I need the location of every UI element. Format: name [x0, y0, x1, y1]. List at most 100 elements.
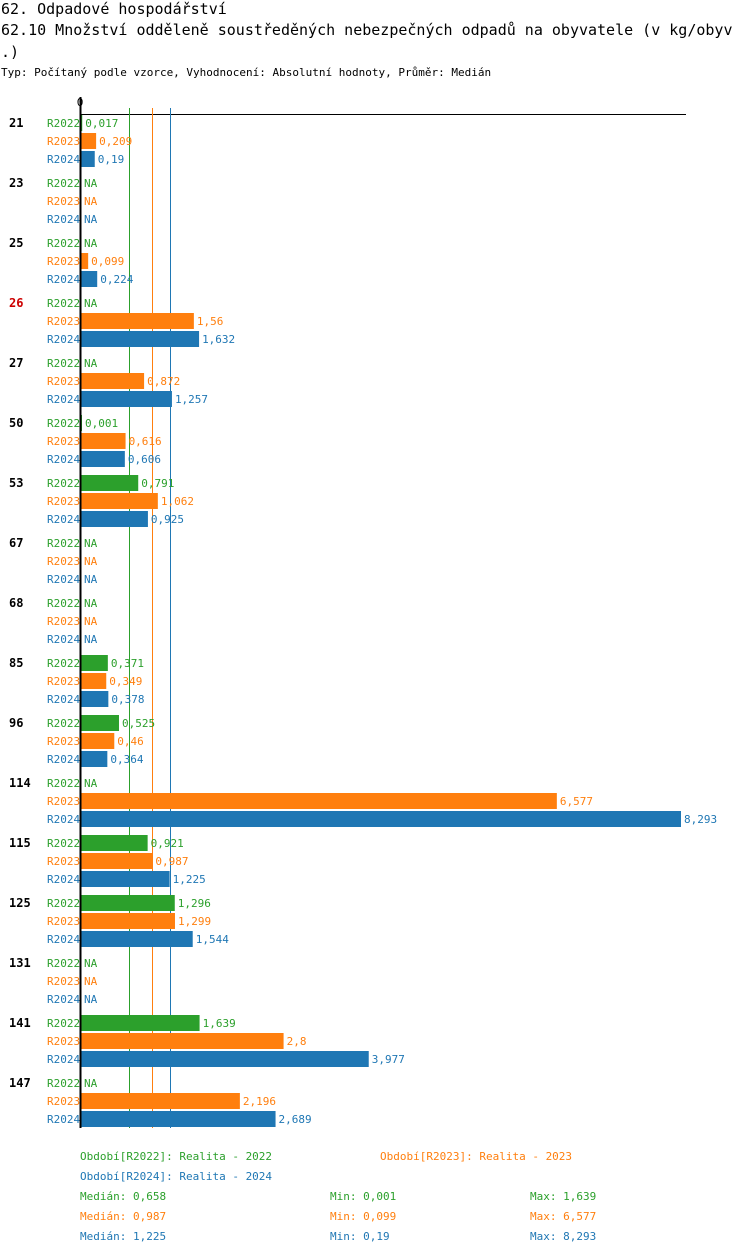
category-label: 21	[9, 116, 23, 130]
data-label: 1,299	[178, 915, 211, 928]
series-label: R2024	[47, 453, 80, 466]
bar	[81, 331, 200, 347]
series-label: R2022	[47, 597, 80, 610]
series-label: R2023	[47, 495, 80, 508]
data-label: 0,224	[100, 273, 133, 286]
category-label: 53	[9, 476, 23, 490]
chart-title-continuation: .)	[1, 43, 20, 61]
bar	[81, 853, 153, 869]
series-label: R2022	[47, 537, 80, 550]
bar	[81, 391, 172, 407]
data-label: 2,196	[243, 1095, 276, 1108]
category-label: 50	[9, 416, 23, 430]
data-label: NA	[84, 537, 98, 550]
category-label: 96	[9, 716, 23, 730]
data-label: 6,577	[560, 795, 593, 808]
bar	[81, 913, 175, 929]
series-label: R2023	[47, 915, 80, 928]
data-label: 0,001	[85, 417, 118, 430]
bar-chart: 021R20220,017R20230,209R20240,1923R2022N…	[9, 96, 717, 1128]
bar	[81, 673, 107, 689]
data-label: 0,925	[151, 513, 184, 526]
bar	[81, 1093, 240, 1109]
data-label: NA	[84, 213, 98, 226]
series-label: R2022	[47, 957, 80, 970]
series-label: R2024	[47, 273, 80, 286]
series-label: R2024	[47, 1113, 80, 1126]
data-label: 1,225	[173, 873, 206, 886]
series-label: R2022	[47, 657, 80, 670]
stat-max-r2024: Max: 8,293	[530, 1230, 597, 1243]
series-label: R2022	[47, 1017, 80, 1030]
series-label: R2024	[47, 693, 80, 706]
bar	[81, 751, 108, 767]
series-label: R2022	[47, 117, 80, 130]
series-label: R2024	[47, 933, 80, 946]
data-label: 1,296	[178, 897, 211, 910]
chart-meta: Typ: Počítaný podle vzorce, Vyhodnocení:…	[1, 66, 492, 79]
stat-median-r2023: Medián: 0,987	[80, 1210, 167, 1223]
data-label: NA	[84, 777, 98, 790]
series-label: R2024	[47, 513, 80, 526]
data-label: 1,257	[175, 393, 208, 406]
series-label: R2023	[47, 1095, 80, 1108]
series-label: R2022	[47, 1077, 80, 1090]
bar	[81, 931, 193, 947]
data-label: NA	[84, 555, 98, 568]
data-label: 0,987	[155, 855, 188, 868]
stat-min-r2024: Min: 0,19	[330, 1230, 390, 1243]
series-label: R2023	[47, 255, 80, 268]
bar	[81, 433, 126, 449]
legend-r2022: Období[R2022]: Realita - 2022	[80, 1150, 273, 1163]
series-label: R2022	[47, 177, 80, 190]
data-label: 1,632	[202, 333, 235, 346]
data-label: NA	[84, 195, 98, 208]
data-label: 0,209	[99, 135, 132, 148]
stat-median-r2024: Medián: 1,225	[80, 1230, 167, 1243]
data-label: 8,293	[684, 813, 717, 826]
bar	[81, 895, 175, 911]
series-label: R2023	[47, 555, 80, 568]
data-label: 0,616	[129, 435, 162, 448]
series-label: R2023	[47, 735, 80, 748]
bar	[81, 691, 109, 707]
bar	[81, 133, 97, 149]
stat-max-r2023: Max: 6,577	[530, 1210, 597, 1223]
category-label: 26	[9, 296, 23, 310]
bar	[81, 511, 148, 527]
bar	[81, 253, 89, 269]
bar	[81, 475, 139, 491]
data-label: NA	[84, 615, 98, 628]
bar	[81, 793, 557, 809]
series-label: R2023	[47, 975, 80, 988]
series-label: R2023	[47, 375, 80, 388]
data-label: 0,099	[91, 255, 124, 268]
stat-min-r2022: Min: 0,001	[330, 1190, 397, 1203]
data-label: 1,062	[161, 495, 194, 508]
bar	[81, 313, 194, 329]
series-label: R2023	[47, 1035, 80, 1048]
data-label: 0,872	[147, 375, 180, 388]
series-label: R2023	[47, 675, 80, 688]
bar	[81, 1051, 369, 1067]
bar	[81, 1015, 200, 1031]
series-label: R2024	[47, 633, 80, 646]
series-label: R2023	[47, 795, 80, 808]
category-label: 125	[9, 896, 31, 910]
data-label: NA	[84, 357, 98, 370]
stat-min-r2023: Min: 0,099	[330, 1210, 397, 1223]
series-label: R2022	[47, 357, 80, 370]
data-label: NA	[84, 1077, 98, 1090]
data-label: 0,525	[122, 717, 155, 730]
data-label: NA	[84, 633, 98, 646]
data-label: NA	[84, 297, 98, 310]
category-label: 27	[9, 356, 23, 370]
legend-r2024: Období[R2024]: Realita - 2024	[80, 1170, 273, 1183]
series-label: R2024	[47, 873, 80, 886]
bar	[81, 655, 108, 671]
series-label: R2024	[47, 153, 80, 166]
data-label: NA	[84, 957, 98, 970]
data-label: 2,689	[279, 1113, 312, 1126]
chart-title: 62.10 Množství odděleně soustředěných ne…	[1, 21, 733, 39]
category-label: 147	[9, 1076, 31, 1090]
